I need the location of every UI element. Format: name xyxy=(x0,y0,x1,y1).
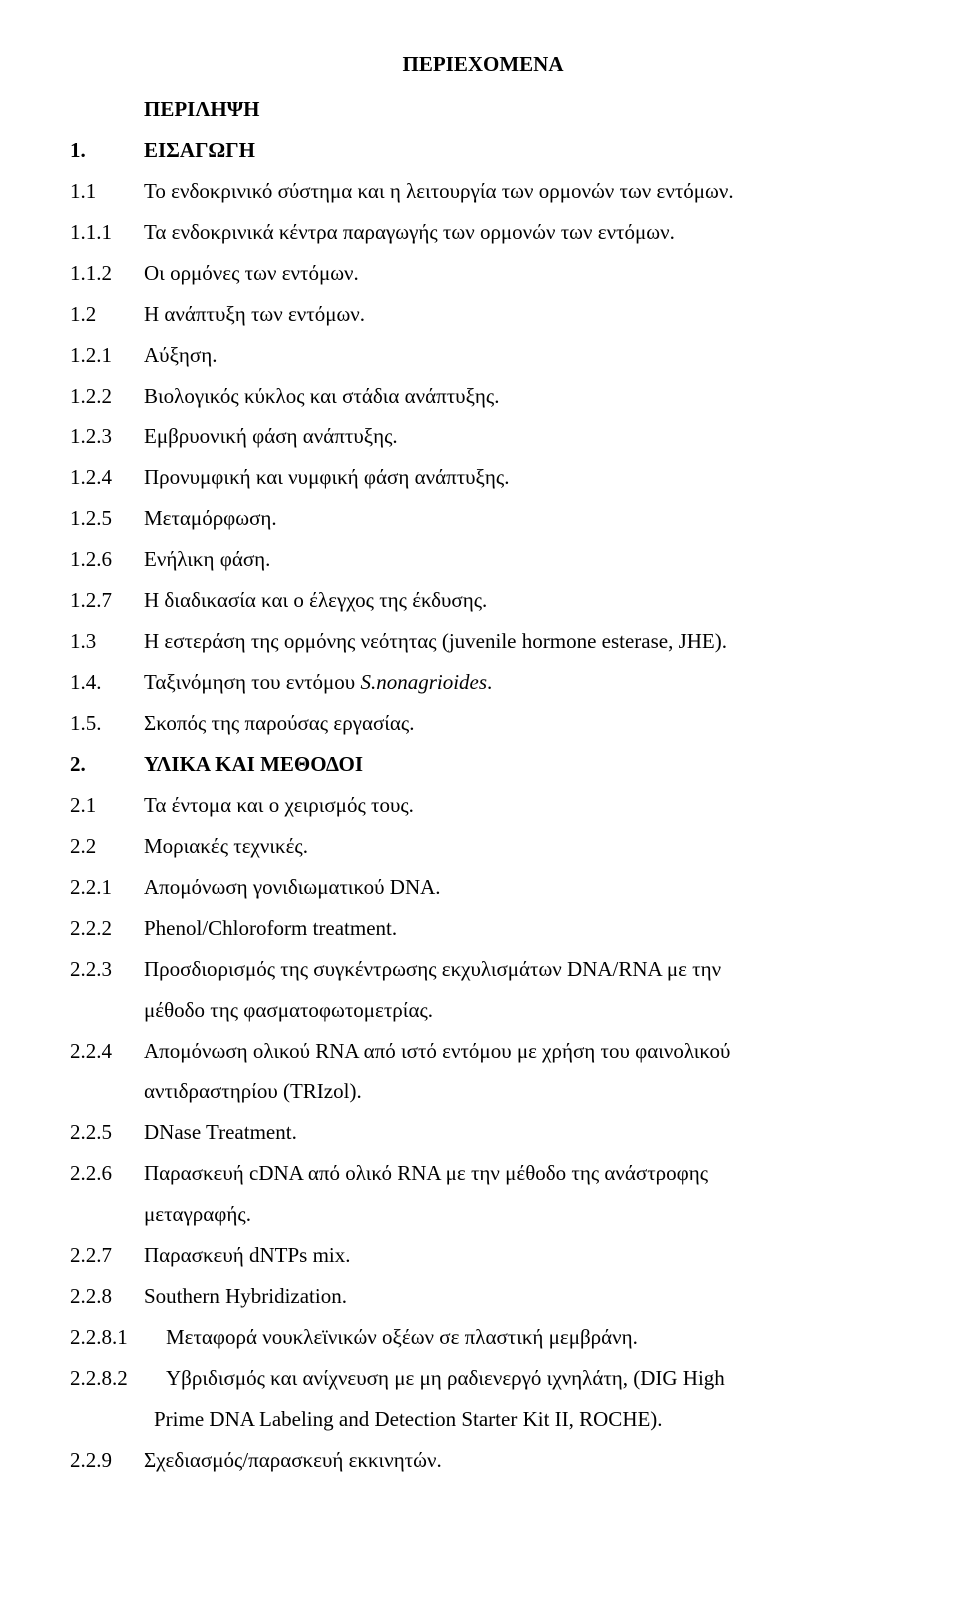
toc-entry-continuation: Prime DNA Labeling and Detection Starter… xyxy=(154,1399,896,1440)
toc-entry: 2.2.1Απομόνωση γονιδιωματικού DNA. xyxy=(70,867,896,908)
toc-entry-number: 2.2.6 xyxy=(70,1153,144,1194)
page-title: ΠΕΡΙΕΧΟΜΕΝΑ xyxy=(70,44,896,85)
toc-entry-number: 2.2.1 xyxy=(70,867,144,908)
toc-entry: 1.3Η εστεράση της ορμόνης νεότητας (juve… xyxy=(70,621,896,662)
toc-entry: 2.1Τα έντομα και ο χειρισμός τους. xyxy=(70,785,896,826)
toc-entry-number: 2.2.8.2 xyxy=(70,1358,166,1399)
toc-entry-number: 2.2.3 xyxy=(70,949,144,990)
toc-entry-label: Υβριδισμός και ανίχνευση με μη ραδιενεργ… xyxy=(166,1358,896,1399)
toc-entry-label: Οι ορμόνες των εντόμων. xyxy=(144,253,896,294)
toc-entry-number: 1.2.2 xyxy=(70,376,144,417)
toc-entry: 1.2.7Η διαδικασία και ο έλεγχος της έκδυ… xyxy=(70,580,896,621)
toc-entry-number: 1.2.7 xyxy=(70,580,144,621)
toc-entry-number: 1.4. xyxy=(70,662,144,703)
toc-entry-number: 1.2.1 xyxy=(70,335,144,376)
toc-entry: 1.2.6Ενήλικη φάση. xyxy=(70,539,896,580)
toc-entry-label: Βιολογικός κύκλος και στάδια ανάπτυξης. xyxy=(144,376,896,417)
toc-entry: 2.ΥΛΙΚΑ ΚΑΙ ΜΕΘΟΔΟΙ xyxy=(70,744,896,785)
toc-entry-label: Προνυμφική και νυμφική φάση ανάπτυξης. xyxy=(144,457,896,498)
toc-entry: 2.2.8Southern Hybridization. xyxy=(70,1276,896,1317)
toc-entry-label: Η ανάπτυξη των εντόμων. xyxy=(144,294,896,335)
toc-entry-label: Τα έντομα και ο χειρισμός τους. xyxy=(144,785,896,826)
toc-body: ΠΕΡΙΛΗΨΗ1.ΕΙΣΑΓΩΓΗ1.1Το ενδοκρινικό σύστ… xyxy=(70,89,896,1481)
toc-entry: 1.5.Σκοπός της παρούσας εργασίας. xyxy=(70,703,896,744)
toc-entry: 2.2.8.2Υβριδισμός και ανίχνευση με μη ρα… xyxy=(70,1358,896,1399)
toc-entry: 1.2.4Προνυμφική και νυμφική φάση ανάπτυξ… xyxy=(70,457,896,498)
toc-entry-label: Σκοπός της παρούσας εργασίας. xyxy=(144,703,896,744)
toc-entry-label: Μεταμόρφωση. xyxy=(144,498,896,539)
toc-entry-number: 1.5. xyxy=(70,703,144,744)
toc-entry-label: Παρασκευή cDNA από ολικό RNA με την μέθο… xyxy=(144,1153,896,1194)
toc-entry-label: Ταξινόμηση του εντόμου S.nonagrioides. xyxy=(144,662,896,703)
toc-entry: 1.2Η ανάπτυξη των εντόμων. xyxy=(70,294,896,335)
toc-entry-continuation: μέθοδο της φασματοφωτομετρίας. xyxy=(144,990,896,1031)
toc-entry-label-part: . xyxy=(487,670,492,694)
toc-entry-number: 2.2.5 xyxy=(70,1112,144,1153)
toc-entry-number: 1.3 xyxy=(70,621,144,662)
toc-entry: 1.1.2Οι ορμόνες των εντόμων. xyxy=(70,253,896,294)
toc-entry-number: 1.2 xyxy=(70,294,144,335)
toc-entry-number: 1.1 xyxy=(70,171,144,212)
toc-entry-number: 2.2.7 xyxy=(70,1235,144,1276)
toc-entry-label: Southern Hybridization. xyxy=(144,1276,896,1317)
toc-entry: 2.2.5DNase Treatment. xyxy=(70,1112,896,1153)
toc-entry-label: DNase Treatment. xyxy=(144,1112,896,1153)
toc-entry-continuation: μεταγραφής. xyxy=(144,1194,896,1235)
toc-entry: ΠΕΡΙΛΗΨΗ xyxy=(70,89,896,130)
toc-entry-number: 1.1.1 xyxy=(70,212,144,253)
toc-entry-number: 1.2.4 xyxy=(70,457,144,498)
toc-entry-label: Απομόνωση γονιδιωματικού DNA. xyxy=(144,867,896,908)
toc-entry: 2.2.2Phenol/Chloroform treatment. xyxy=(70,908,896,949)
toc-entry: 1.2.1Αύξηση. xyxy=(70,335,896,376)
toc-entry-label: Απομόνωση ολικού RNA από ιστό εντόμου με… xyxy=(144,1031,896,1072)
toc-entry-label: Η διαδικασία και ο έλεγχος της έκδυσης. xyxy=(144,580,896,621)
toc-entry-label: Phenol/Chloroform treatment. xyxy=(144,908,896,949)
toc-entry-label: ΠΕΡΙΛΗΨΗ xyxy=(144,89,896,130)
toc-entry: 1.2.3Εμβρυονική φάση ανάπτυξης. xyxy=(70,416,896,457)
toc-entry: 2.2.3Προσδιορισμός της συγκέντρωσης εκχυ… xyxy=(70,949,896,990)
toc-entry-label: ΕΙΣΑΓΩΓΗ xyxy=(144,130,896,171)
toc-entry: 2.2.7Παρασκευή dNTPs mix. xyxy=(70,1235,896,1276)
toc-entry: 1.1Το ενδοκρινικό σύστημα και η λειτουργ… xyxy=(70,171,896,212)
toc-entry: 2.2.8.1Μεταφορά νουκλεϊνικών οξέων σε πλ… xyxy=(70,1317,896,1358)
toc-entry: 1.1.1Τα ενδοκρινικά κέντρα παραγωγής των… xyxy=(70,212,896,253)
toc-entry: 1.4.Ταξινόμηση του εντόμου S.nonagrioide… xyxy=(70,662,896,703)
toc-entry-label: ΥΛΙΚΑ ΚΑΙ ΜΕΘΟΔΟΙ xyxy=(144,744,896,785)
toc-entry-number: 2.2.4 xyxy=(70,1031,144,1072)
toc-entry-label: Τα ενδοκρινικά κέντρα παραγωγής των ορμο… xyxy=(144,212,896,253)
toc-entry-label: Αύξηση. xyxy=(144,335,896,376)
toc-entry-label: Προσδιορισμός της συγκέντρωσης εκχυλισμά… xyxy=(144,949,896,990)
toc-entry-number: 1.2.3 xyxy=(70,416,144,457)
toc-entry-number: 2.2.8 xyxy=(70,1276,144,1317)
toc-entry-number: 1.1.2 xyxy=(70,253,144,294)
toc-entry-label-part: Ταξινόμηση του εντόμου xyxy=(144,670,360,694)
toc-entry-label: Ενήλικη φάση. xyxy=(144,539,896,580)
toc-entry-number: 2.2.9 xyxy=(70,1440,144,1481)
toc-entry-continuation: αντιδραστηρίου (TRIzol). xyxy=(144,1071,896,1112)
toc-entry-number: 1. xyxy=(70,130,144,171)
toc-entry-number: 2.2.2 xyxy=(70,908,144,949)
toc-entry-label-italic: S.nonagrioides xyxy=(360,670,487,694)
toc-entry-number: 2.2.8.1 xyxy=(70,1317,166,1358)
toc-entry-number: 1.2.5 xyxy=(70,498,144,539)
toc-entry-label: Η εστεράση της ορμόνης νεότητας (juvenil… xyxy=(144,621,896,662)
toc-entry-label: Το ενδοκρινικό σύστημα και η λειτουργία … xyxy=(144,171,896,212)
toc-entry: 2.2.9Σχεδιασμός/παρασκευή εκκινητών. xyxy=(70,1440,896,1481)
toc-entry-label: Μοριακές τεχνικές. xyxy=(144,826,896,867)
toc-entry: 2.2.4Απομόνωση ολικού RNA από ιστό εντόμ… xyxy=(70,1031,896,1072)
toc-entry: 1.2.2Βιολογικός κύκλος και στάδια ανάπτυ… xyxy=(70,376,896,417)
toc-entry-label: Μεταφορά νουκλεϊνικών οξέων σε πλαστική … xyxy=(166,1317,896,1358)
toc-entry: 1.ΕΙΣΑΓΩΓΗ xyxy=(70,130,896,171)
toc-entry: 1.2.5Μεταμόρφωση. xyxy=(70,498,896,539)
toc-entry-number: 2. xyxy=(70,744,144,785)
toc-entry-number: 1.2.6 xyxy=(70,539,144,580)
toc-entry-label: Εμβρυονική φάση ανάπτυξης. xyxy=(144,416,896,457)
toc-entry-number: 2.2 xyxy=(70,826,144,867)
toc-entry-label: Παρασκευή dNTPs mix. xyxy=(144,1235,896,1276)
toc-entry: 2.2.6Παρασκευή cDNA από ολικό RNA με την… xyxy=(70,1153,896,1194)
toc-entry-number: 2.1 xyxy=(70,785,144,826)
toc-entry-label: Σχεδιασμός/παρασκευή εκκινητών. xyxy=(144,1440,896,1481)
toc-entry: 2.2Μοριακές τεχνικές. xyxy=(70,826,896,867)
